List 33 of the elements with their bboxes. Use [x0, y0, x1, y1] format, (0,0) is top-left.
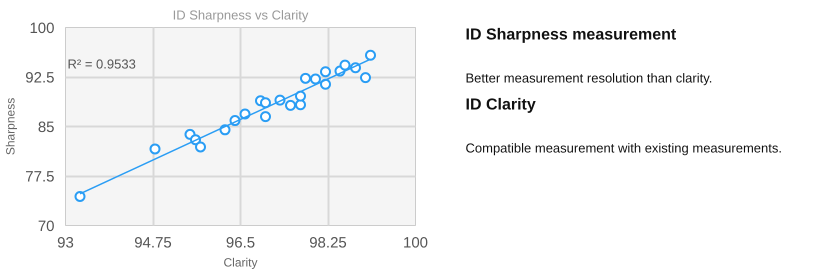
- text: ID Sharpness measurement: [466, 26, 677, 44]
- chart-title: ID Sharpness vs Clarity: [172, 8, 309, 22]
- annotation: R² = 0.9533: [68, 56, 136, 72]
- point: [300, 72, 311, 84]
- point: [360, 72, 371, 84]
- point: [260, 97, 271, 108]
- text: ID Clarity: [466, 96, 536, 114]
- point: [365, 50, 376, 61]
- point: [150, 143, 160, 154]
- point: [320, 66, 331, 78]
- point: [320, 78, 331, 90]
- y-tick-label: 100: [29, 20, 55, 37]
- text: Better measurement resolution than clarity.: [466, 70, 712, 86]
- point: [260, 111, 271, 122]
- x-tick-label: 96.5: [226, 234, 256, 252]
- y-tick-label: 85: [38, 119, 55, 136]
- y-tick-label: 77.5: [25, 168, 55, 186]
- point: [295, 99, 306, 110]
- x-tick-label: 94.75: [134, 234, 172, 252]
- text: Compatible measurement with existing measurements.: [466, 140, 782, 156]
- point: [340, 60, 350, 71]
- x-axis-title: Clarity: [224, 256, 258, 270]
- point: [310, 73, 321, 84]
- point: [195, 141, 206, 152]
- x-tick-label: 98.25: [309, 234, 347, 252]
- y-tick-label: 92.5: [25, 70, 55, 86]
- y-tick-label: 70: [38, 218, 55, 235]
- point: [295, 90, 306, 102]
- point: [74, 190, 86, 202]
- x-tick-label: 100: [402, 234, 428, 252]
- y-axis-title: Sharpness: [3, 98, 18, 156]
- point: [285, 100, 296, 111]
- x-tick-label: 93: [57, 234, 74, 252]
